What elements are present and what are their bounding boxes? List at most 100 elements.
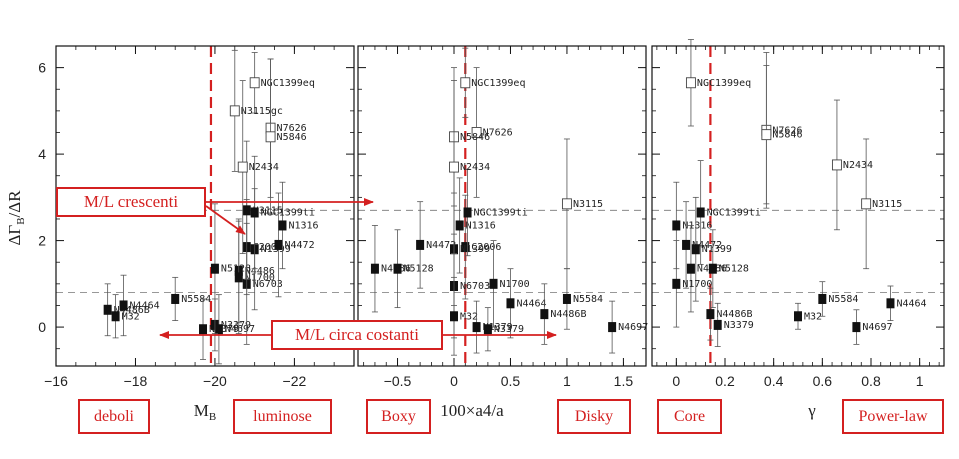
point-label: N1700 (245, 272, 275, 283)
marker-filled (608, 322, 617, 333)
disky-box: Disky (557, 399, 631, 434)
core-label: Core (673, 407, 706, 425)
marker-open (685, 77, 696, 89)
marker-filled (393, 263, 402, 274)
point-m32: M32 (794, 302, 822, 330)
point-label: N4464 (896, 298, 926, 309)
marker-filled (171, 293, 180, 304)
point-label: N3115gc (241, 106, 283, 117)
point-label: N6703 (253, 279, 283, 290)
marker-filled (463, 207, 472, 218)
point-n5128: N5128 (708, 229, 749, 309)
point-n4697: N4697 (214, 294, 255, 365)
luminose-box: luminose (233, 399, 332, 434)
marker-filled (686, 263, 695, 274)
marker-open (761, 129, 772, 141)
y-axis-label: ΔΓB/ΔR (5, 190, 27, 246)
point-label: N7626 (277, 123, 307, 134)
point-n5846: N5846 (265, 58, 307, 216)
point-m32: M32 (111, 294, 140, 339)
x-tick-label: 1 (563, 373, 571, 389)
point-n5846: N5846 (761, 65, 802, 205)
x-tick-label: −22 (283, 373, 307, 389)
ml-crescenti-label: M/L crescenti (83, 192, 179, 211)
marker-filled (103, 304, 112, 315)
point-n3115: N3115 (561, 138, 603, 270)
disky-label: Disky (574, 407, 614, 425)
marker-filled (370, 263, 379, 274)
y-tick-label: 4 (38, 146, 46, 162)
point-label: N4464 (130, 300, 160, 311)
point-label: N5846 (772, 130, 802, 141)
point-label: N3115 (253, 205, 283, 216)
deboli-label: deboli (94, 407, 134, 425)
point-label: N1379 (209, 324, 239, 335)
point-label: N4472 (426, 240, 456, 251)
marker-filled (672, 220, 681, 231)
marker-open (861, 198, 872, 210)
x-tick-label: −16 (44, 373, 68, 389)
point-n5584: N5584 (171, 276, 211, 321)
point-label: N1700 (682, 279, 712, 290)
point-ngc1399ti: NGC1399ti (696, 160, 761, 265)
x-tick-label: 0 (672, 373, 680, 389)
point-label: N1316 (288, 220, 318, 231)
point-n4472: N4472 (274, 192, 315, 298)
point-n3115: N3115 (861, 138, 902, 270)
point-label: N2434 (843, 160, 873, 171)
x-tick-label: 0.8 (861, 373, 881, 389)
point-label: N5846 (277, 132, 307, 143)
point-label: NGC1399ti (261, 207, 315, 218)
point-n2434: N2434 (831, 99, 873, 231)
x-tick-label: 0.4 (764, 373, 784, 389)
marker-filled (691, 244, 700, 255)
powerlaw-label: Power-law (858, 407, 928, 425)
point-label: N5128 (719, 264, 749, 275)
point-label: N1700 (500, 279, 530, 290)
marker-filled (119, 300, 128, 311)
point-label: N4464 (516, 298, 546, 309)
marker-filled (234, 272, 243, 283)
marker-filled (455, 220, 464, 231)
point-label: N5584 (573, 294, 603, 305)
point-n1399: N1399 (691, 196, 732, 302)
marker-filled (706, 309, 715, 320)
panel-2: −0.500.511.5N4486N5128N4472C2006N1399N13… (357, 45, 648, 420)
point-label: N1379 (483, 322, 513, 333)
deboli-box: deboli (78, 399, 150, 434)
marker-filled (461, 242, 470, 253)
point-label: N5128 (404, 264, 434, 275)
point-label: N3379 (221, 320, 251, 331)
point-ngc1399eq: NGC1399eq (249, 52, 315, 114)
point-n4697: N4697 (608, 300, 648, 354)
point-n3379: N3379 (483, 307, 524, 352)
marker-open (460, 77, 471, 89)
point-n5128: N5128 (393, 229, 434, 309)
point-n4464: N4464 (886, 285, 927, 321)
point-label: N2434 (460, 162, 490, 173)
point-label: M32 (460, 311, 478, 322)
point-n3379: N3379 (713, 302, 754, 347)
point-label: N3379 (724, 320, 754, 331)
point-label: N1316 (682, 220, 712, 231)
x-tick-label: −0.5 (384, 373, 412, 389)
marker-filled (472, 322, 481, 333)
marker-filled (818, 293, 827, 304)
point-n1316: N1316 (455, 177, 496, 274)
point-label: N1399 (460, 244, 490, 255)
point-ngc1399ti: NGC1399ti (463, 168, 528, 257)
point-label: NGC1399ti (707, 207, 761, 218)
x-tick-label: −18 (124, 373, 148, 389)
x-axis-label: 100×a4/a (440, 401, 504, 420)
point-n4464: N4464 (506, 268, 547, 339)
point-n5584: N5584 (818, 281, 858, 317)
arrow-crescenti-down (205, 205, 246, 235)
y-tick-label: 0 (38, 319, 46, 335)
x-tick-label: 0.6 (813, 373, 833, 389)
point-n4697: N4697 (852, 309, 893, 345)
marker-open (265, 131, 276, 143)
point-label: NGC1399eq (471, 78, 525, 89)
marker-filled (450, 311, 458, 322)
panel-frame (357, 45, 647, 367)
